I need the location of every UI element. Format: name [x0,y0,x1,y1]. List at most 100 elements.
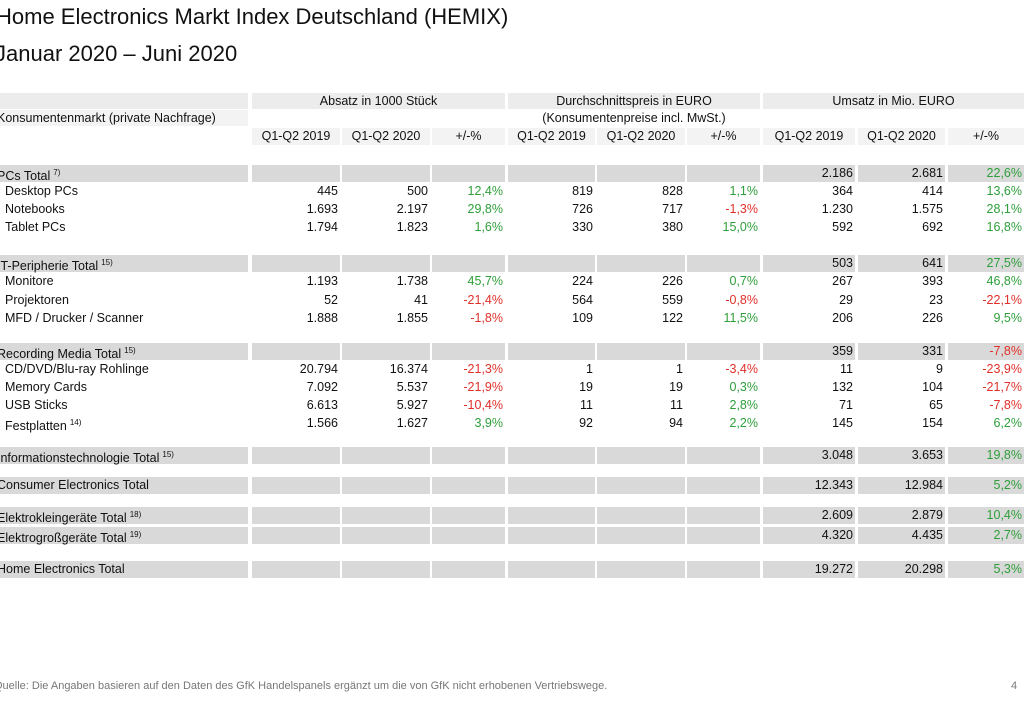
row-header: Konsumentenmarkt (private Nachfrage) [0,111,216,125]
row-label: Notebooks [5,201,65,217]
cell: -22,1% [982,293,1022,307]
cell: 364 [832,184,853,198]
row-label: Informationstechnologie Total 15) [0,447,174,466]
cell: 122 [662,311,683,325]
cell: 3.048 [821,448,853,462]
row-band [948,527,1024,544]
row-band [687,507,760,524]
cell: 1.738 [396,274,428,288]
cell: 1.693 [306,202,338,216]
row-band [252,561,340,578]
row-label: Recording Media Total 15) [0,343,136,362]
label-text: Elektrogroßgeräte Total [0,531,127,545]
cell: 1.230 [821,202,853,216]
column-header: +/-% [972,129,1000,143]
row-band [342,507,430,524]
row-band [597,561,685,578]
row-band [508,507,595,524]
cell: -23,9% [982,362,1022,376]
row-band [342,343,430,360]
cell: 19.272 [814,562,853,576]
cell: 331 [922,344,943,358]
row-band [0,255,248,272]
row-band [508,165,595,182]
row-label: Consumer Electronics Total [0,477,149,493]
label-text: Projektoren [5,293,69,307]
cell: 12.343 [814,478,853,492]
cell: 19,8% [986,448,1022,462]
cell: 1.627 [396,416,428,430]
row-band [508,343,595,360]
cell: 267 [832,274,853,288]
header-band [252,128,340,145]
cell: 145 [832,416,853,430]
cell: 71 [839,398,853,412]
row-band [858,255,945,272]
column-header: Q1-Q2 2020 [867,129,936,143]
header-band [432,128,505,145]
row-band [763,477,855,494]
cell: 5,2% [993,478,1023,492]
header-band [858,128,945,145]
row-band [948,561,1024,578]
footnote-ref: 14) [69,418,82,427]
row-band [432,527,505,544]
cell: 15,0% [722,220,758,234]
row-band [597,507,685,524]
title: Home Electronics Markt Index Deutschland… [0,4,509,29]
row-label: USB Sticks [5,397,68,413]
cell: 28,1% [986,202,1022,216]
row-band [597,447,685,464]
row-label: Desktop PCs [5,183,78,199]
row-label: Tablet PCs [5,219,65,235]
cell: 1.193 [306,274,338,288]
cell: -21,3% [463,362,503,376]
row-band [948,447,1024,464]
row-band [763,561,855,578]
cell: 1,6% [474,220,504,234]
cell: 1 [586,362,593,376]
row-band [0,477,248,494]
label-text: IT-Peripherie Total [0,259,99,273]
row-band [858,165,945,182]
cell: 330 [572,220,593,234]
cell: 5.537 [396,380,428,394]
row-band [252,477,340,494]
cell: 226 [662,274,683,288]
row-band [432,507,505,524]
column-header: Q1-Q2 2019 [774,129,844,143]
cell: 2.681 [911,166,943,180]
header-band [508,128,595,145]
cell: 224 [572,274,593,288]
row-band [858,507,945,524]
row-band [948,477,1024,494]
cell: 1.888 [306,311,338,325]
label-text: Home Electronics Total [0,562,125,576]
cell: 16.374 [389,362,428,376]
subtitle: Januar 2020 – Juni 2020 [0,41,238,66]
cell: 104 [922,380,943,394]
cell: 11,5% [723,311,758,325]
cell: 7.092 [306,380,338,394]
cell: 819 [572,184,593,198]
row-band [508,477,595,494]
header-band [342,128,430,145]
row-band [597,165,685,182]
cell: -7,8% [989,398,1022,412]
cell: 4.435 [911,528,943,542]
cell: -10,4% [463,398,503,412]
column-header: Q1-Q2 2019 [517,129,586,143]
row-band [763,343,855,360]
header-band [763,128,855,145]
cell: -21,4% [463,293,503,307]
row-band [763,507,855,524]
cell: 13,6% [986,184,1022,198]
row-band [948,165,1024,182]
cell: 2,2% [729,416,759,430]
row-band [597,527,685,544]
row-band [687,165,760,182]
cell: 12,4% [467,184,503,198]
cell: 5,3% [993,562,1023,576]
cell: 393 [922,274,943,288]
cell: 445 [317,184,338,198]
